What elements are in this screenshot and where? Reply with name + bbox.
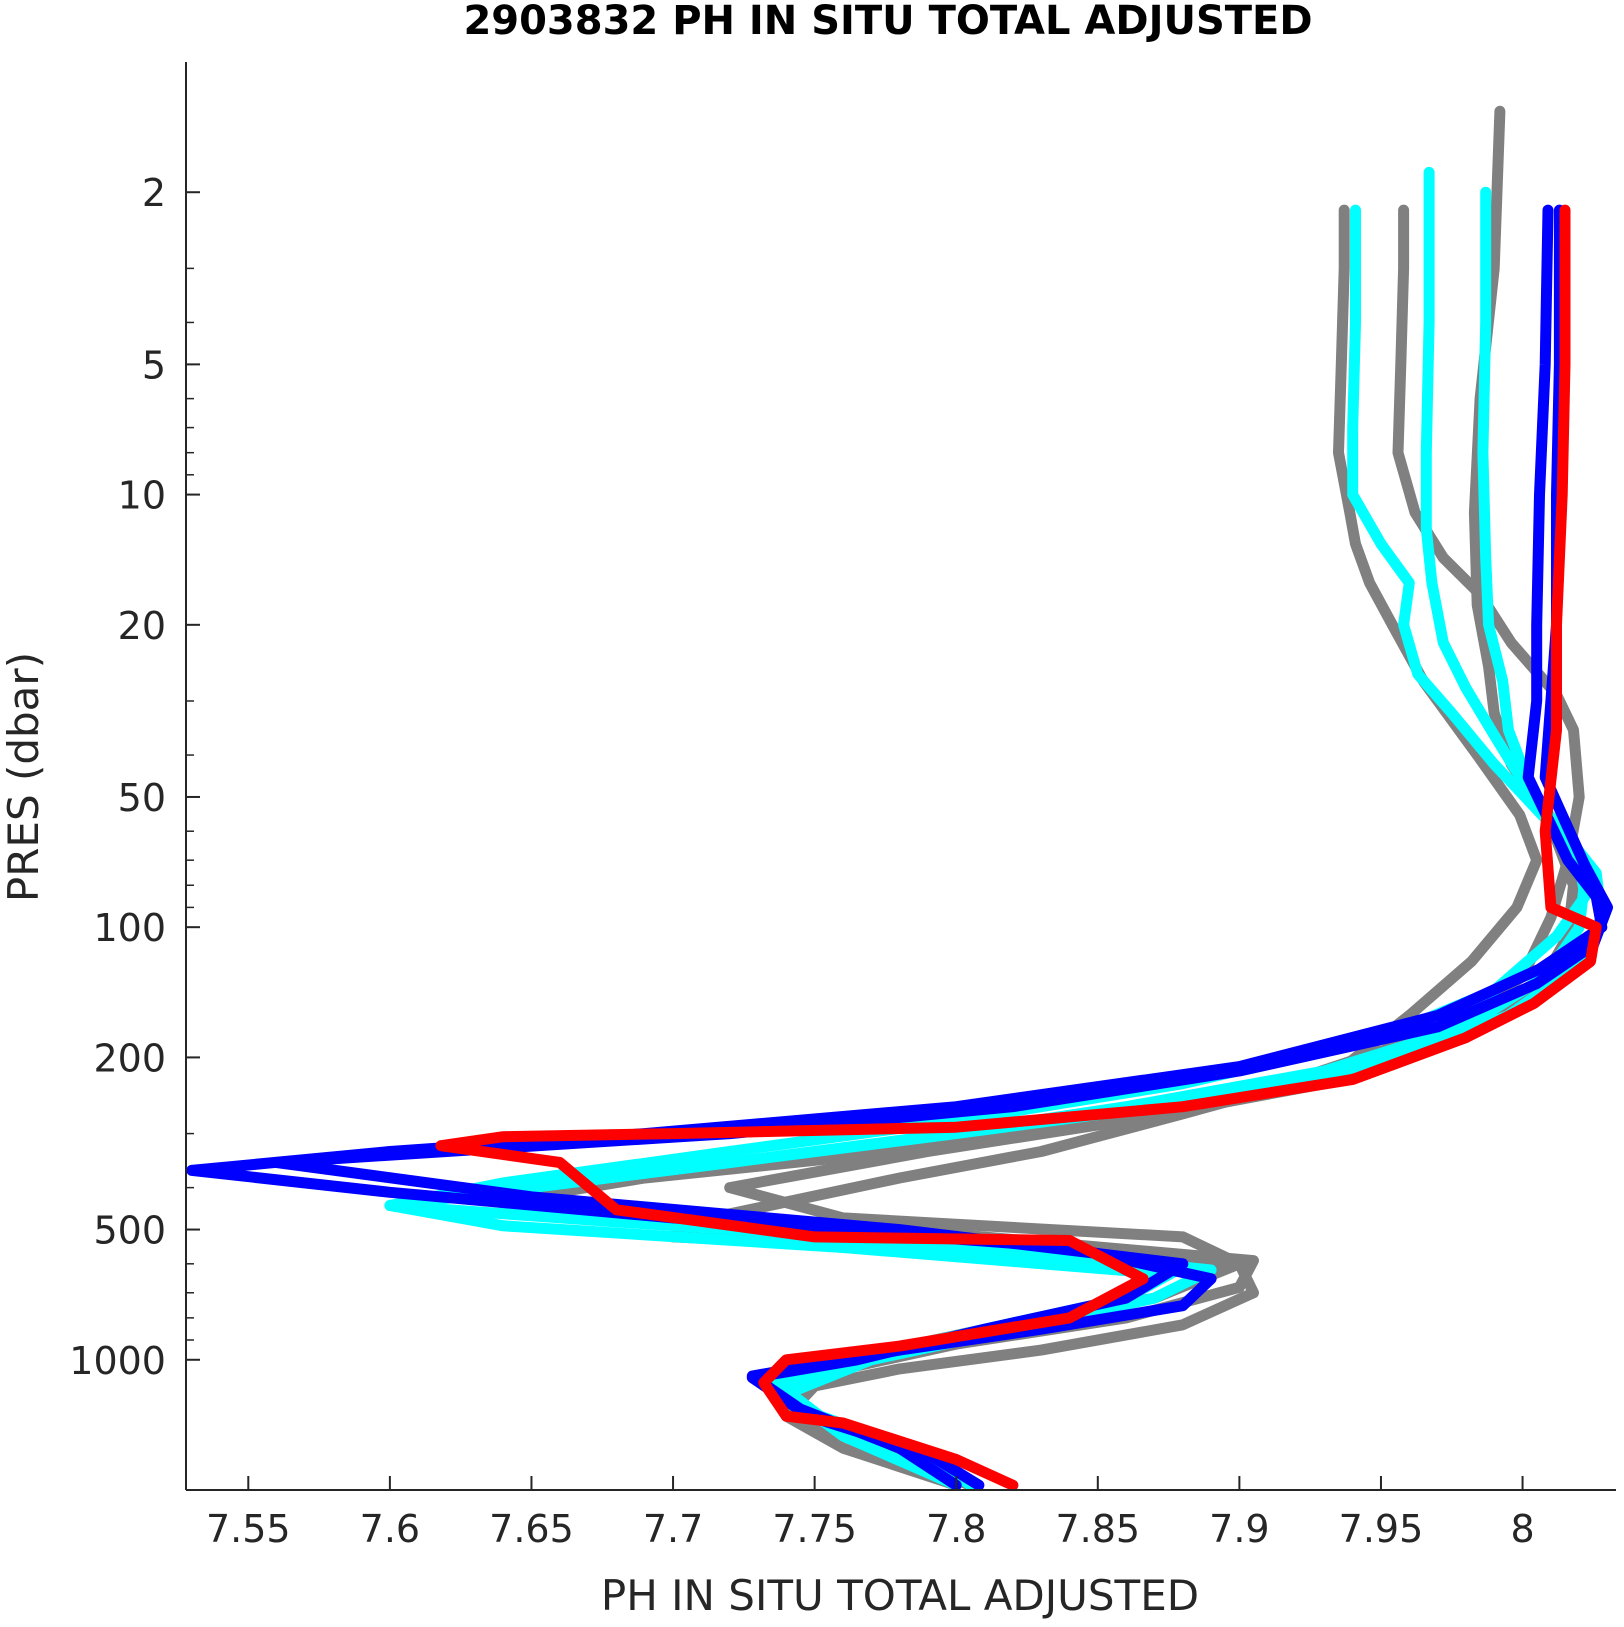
chart-title: 2903832 PH IN SITU TOTAL ADJUSTED bbox=[463, 0, 1312, 44]
x-tick-label: 7.65 bbox=[489, 1507, 574, 1551]
x-tick-label: 7.7 bbox=[643, 1507, 703, 1551]
x-tick-label: 8 bbox=[1510, 1507, 1534, 1551]
y-tick-label: 5 bbox=[142, 343, 166, 387]
y-tick-label: 200 bbox=[93, 1036, 166, 1080]
series-layer bbox=[186, 105, 1613, 1490]
x-tick-label: 7.8 bbox=[926, 1507, 986, 1551]
y-tick-label: 10 bbox=[118, 474, 166, 518]
x-axis-label: PH IN SITU TOTAL ADJUSTED bbox=[601, 1571, 1199, 1620]
series-line-9 bbox=[435, 204, 1602, 1490]
series-line-6 bbox=[497, 186, 1608, 1490]
series-line-2 bbox=[497, 204, 1585, 1490]
axes-layer: 7.55 7.6 7.65 7.7 7.75 7.8 7.85 7.9 7.95 8 2 5 10 20 5… bbox=[69, 62, 1616, 1551]
x-tick-label: 7.95 bbox=[1339, 1507, 1424, 1551]
y-tick-label: 500 bbox=[93, 1209, 166, 1253]
y-tick-label: 2 bbox=[142, 171, 166, 215]
x-tick-label: 7.55 bbox=[206, 1507, 291, 1551]
series-line-7 bbox=[186, 204, 1608, 1490]
x-tick-label: 7.85 bbox=[1055, 1507, 1140, 1551]
series-line-4 bbox=[384, 204, 1591, 1490]
x-tick-label: 7.6 bbox=[360, 1507, 420, 1551]
y-axis-label: PRES (dbar) bbox=[0, 652, 48, 902]
y-tick-label: 100 bbox=[93, 906, 166, 950]
series-line-8 bbox=[271, 204, 1613, 1490]
y-tick-label: 1000 bbox=[69, 1339, 166, 1383]
x-tick-label: 7.75 bbox=[772, 1507, 857, 1551]
y-tick-label: 20 bbox=[118, 604, 166, 648]
x-tick-label: 7.9 bbox=[1209, 1507, 1269, 1551]
y-tick-label: 50 bbox=[118, 776, 166, 820]
